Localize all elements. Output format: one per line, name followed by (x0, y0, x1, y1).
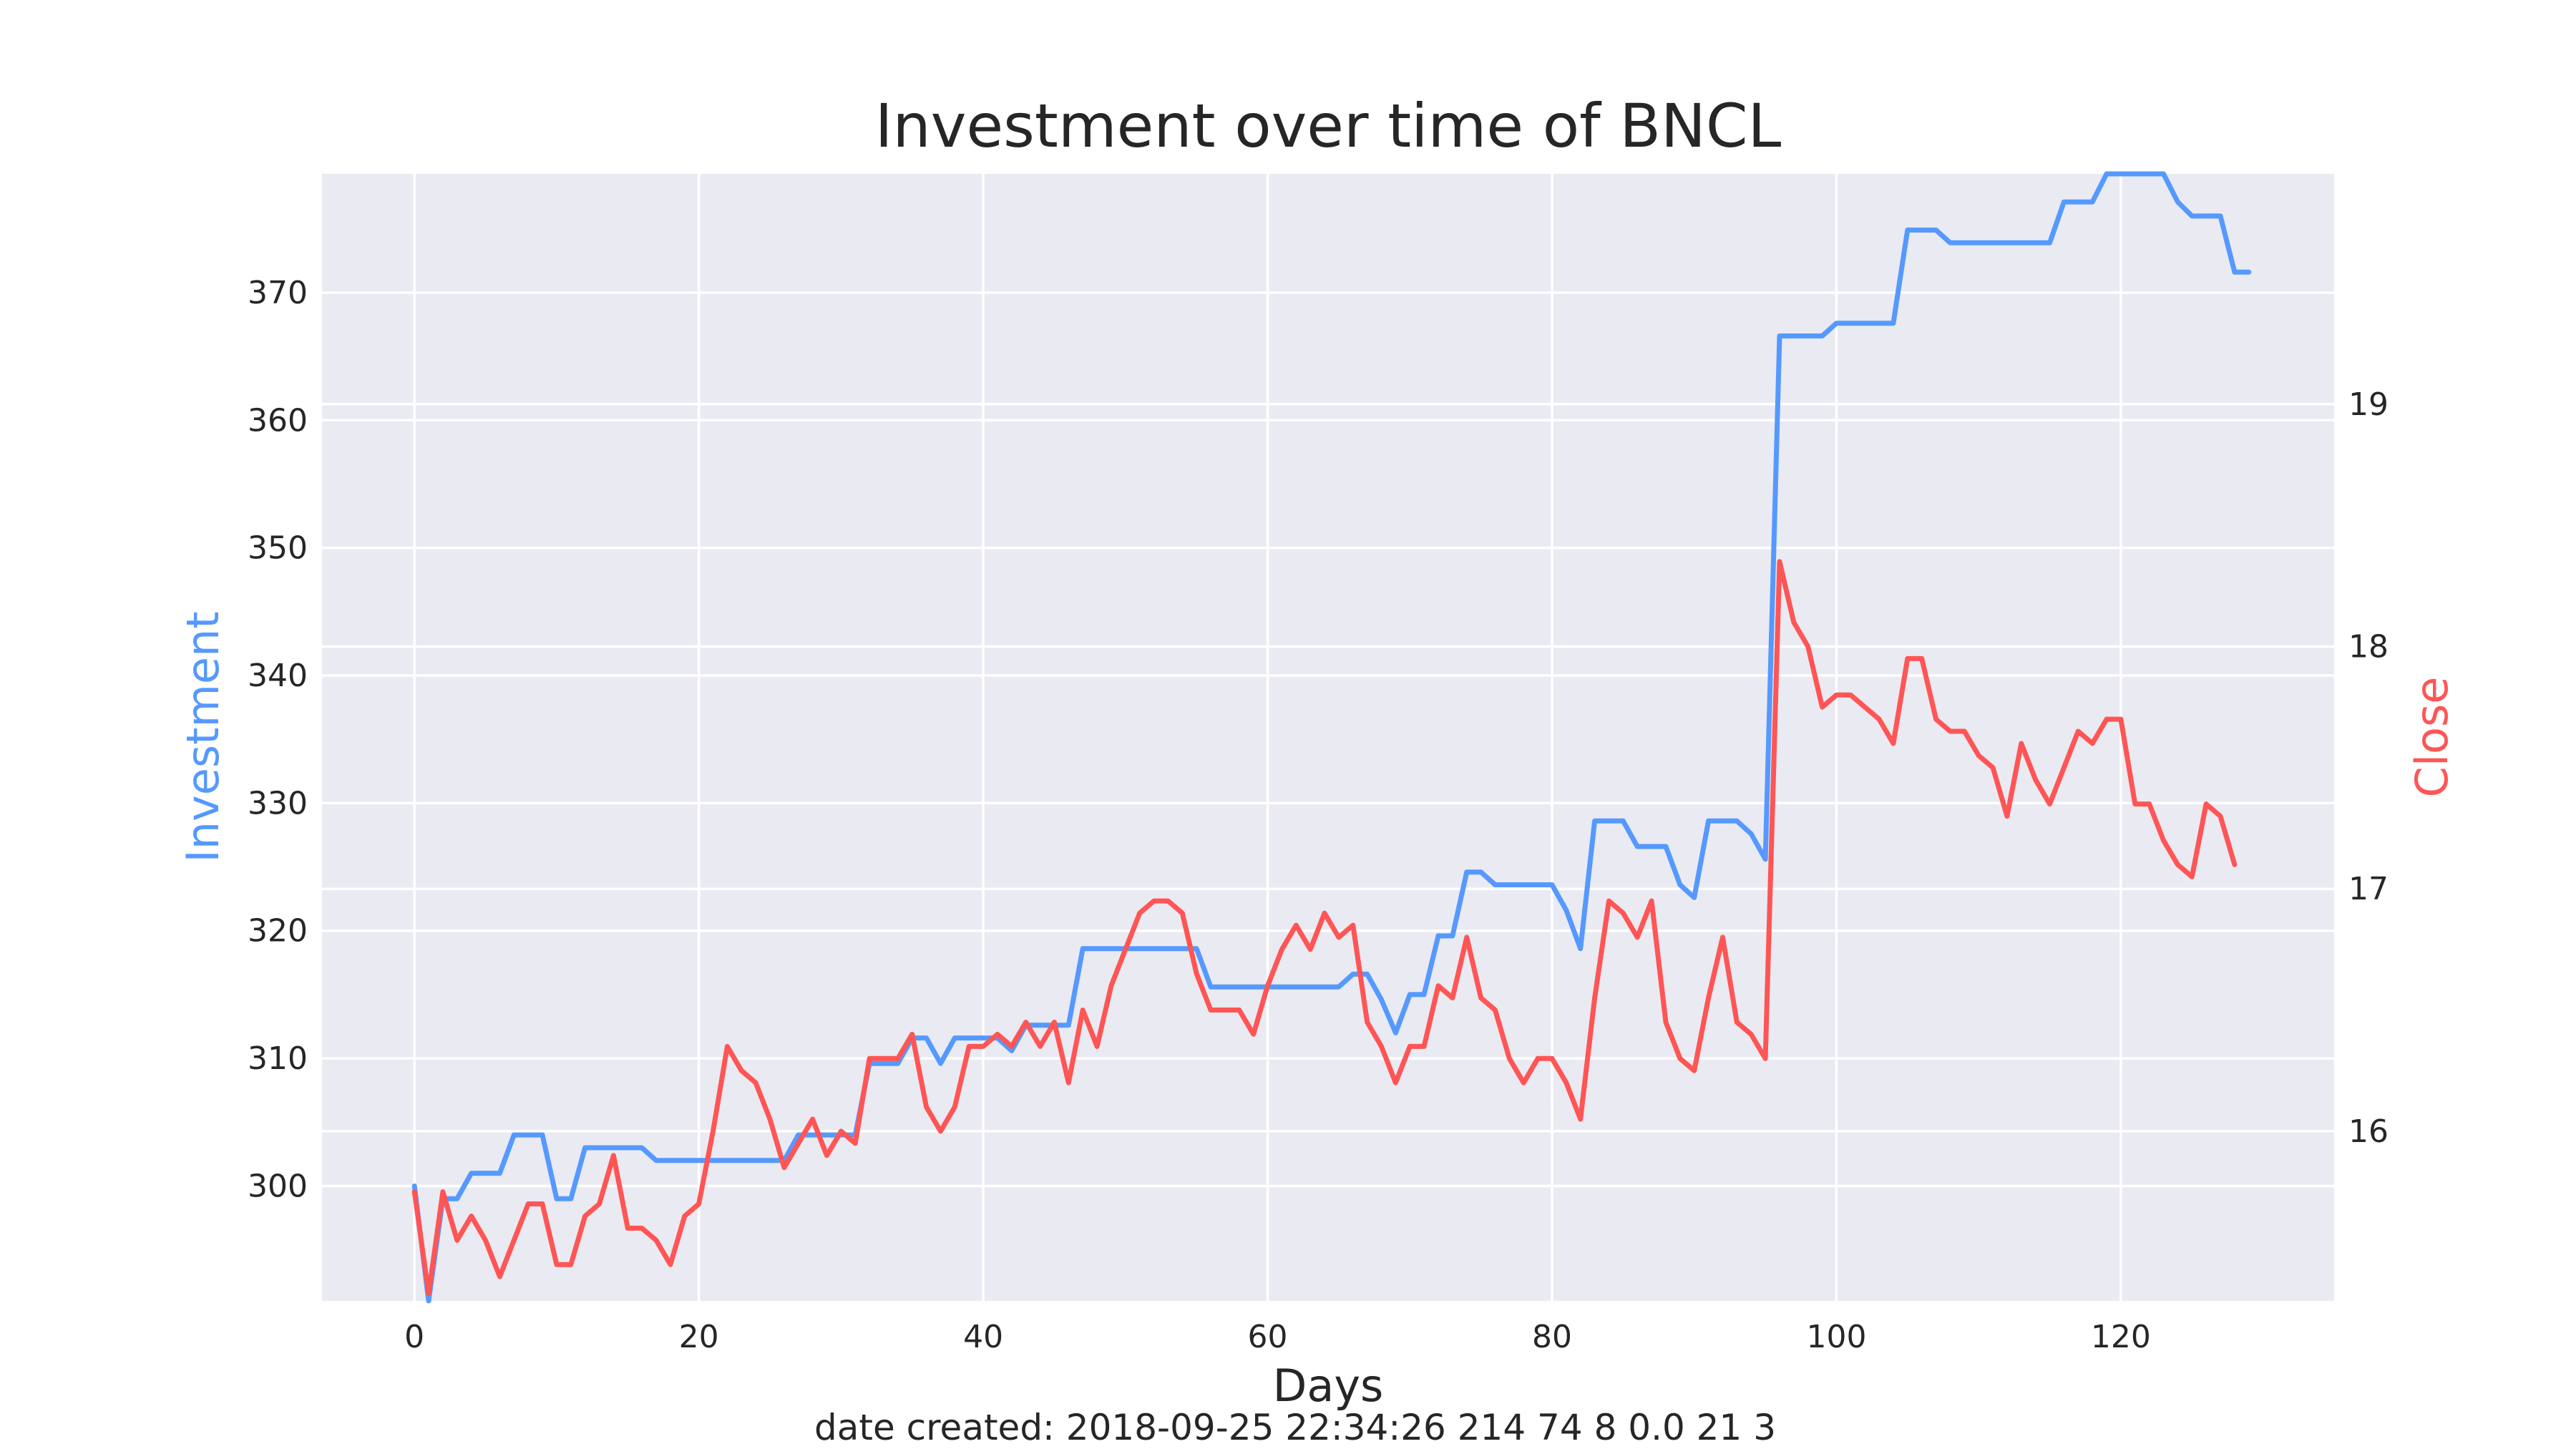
y-left-axis-label: Investment (177, 611, 229, 862)
y-left-tick-label: 360 (248, 402, 308, 439)
x-tick-label: 80 (1532, 1319, 1572, 1355)
x-tick-label: 0 (404, 1319, 424, 1355)
y-left-tick-label: 310 (248, 1040, 308, 1077)
y-left-tick-label: 370 (248, 275, 308, 311)
x-tick-label: 60 (1248, 1319, 1288, 1355)
y-right-tick-label: 16 (2348, 1113, 2389, 1150)
series-line-investment (411, 171, 2252, 1304)
y-left-tick-label: 300 (248, 1168, 308, 1204)
x-tick-label: 120 (2091, 1319, 2151, 1355)
y-left-tick-label: 340 (248, 658, 308, 694)
y-right-tick-label: 18 (2348, 628, 2389, 665)
x-axis-label: Days (1273, 1360, 1384, 1412)
y-right-tick-label: 19 (2348, 386, 2389, 423)
y-right-axis-label: Close (2406, 677, 2458, 798)
y-left-tick-label: 350 (248, 530, 308, 567)
footer-date-created: date created: 2018-09-25 22:34:26 214 74… (814, 1407, 1776, 1448)
plot-background (322, 174, 2334, 1301)
y-left-tick-label: 330 (248, 785, 308, 821)
y-left-tick-label: 320 (248, 913, 308, 950)
y-right-tick-label: 17 (2348, 871, 2389, 907)
series-line-close (411, 559, 2238, 1297)
x-tick-label: 100 (1806, 1319, 1866, 1355)
x-tick-label: 20 (679, 1319, 719, 1355)
x-tick-label: 40 (963, 1319, 1003, 1355)
chart-title: Investment over time of BNCL (875, 91, 1782, 161)
